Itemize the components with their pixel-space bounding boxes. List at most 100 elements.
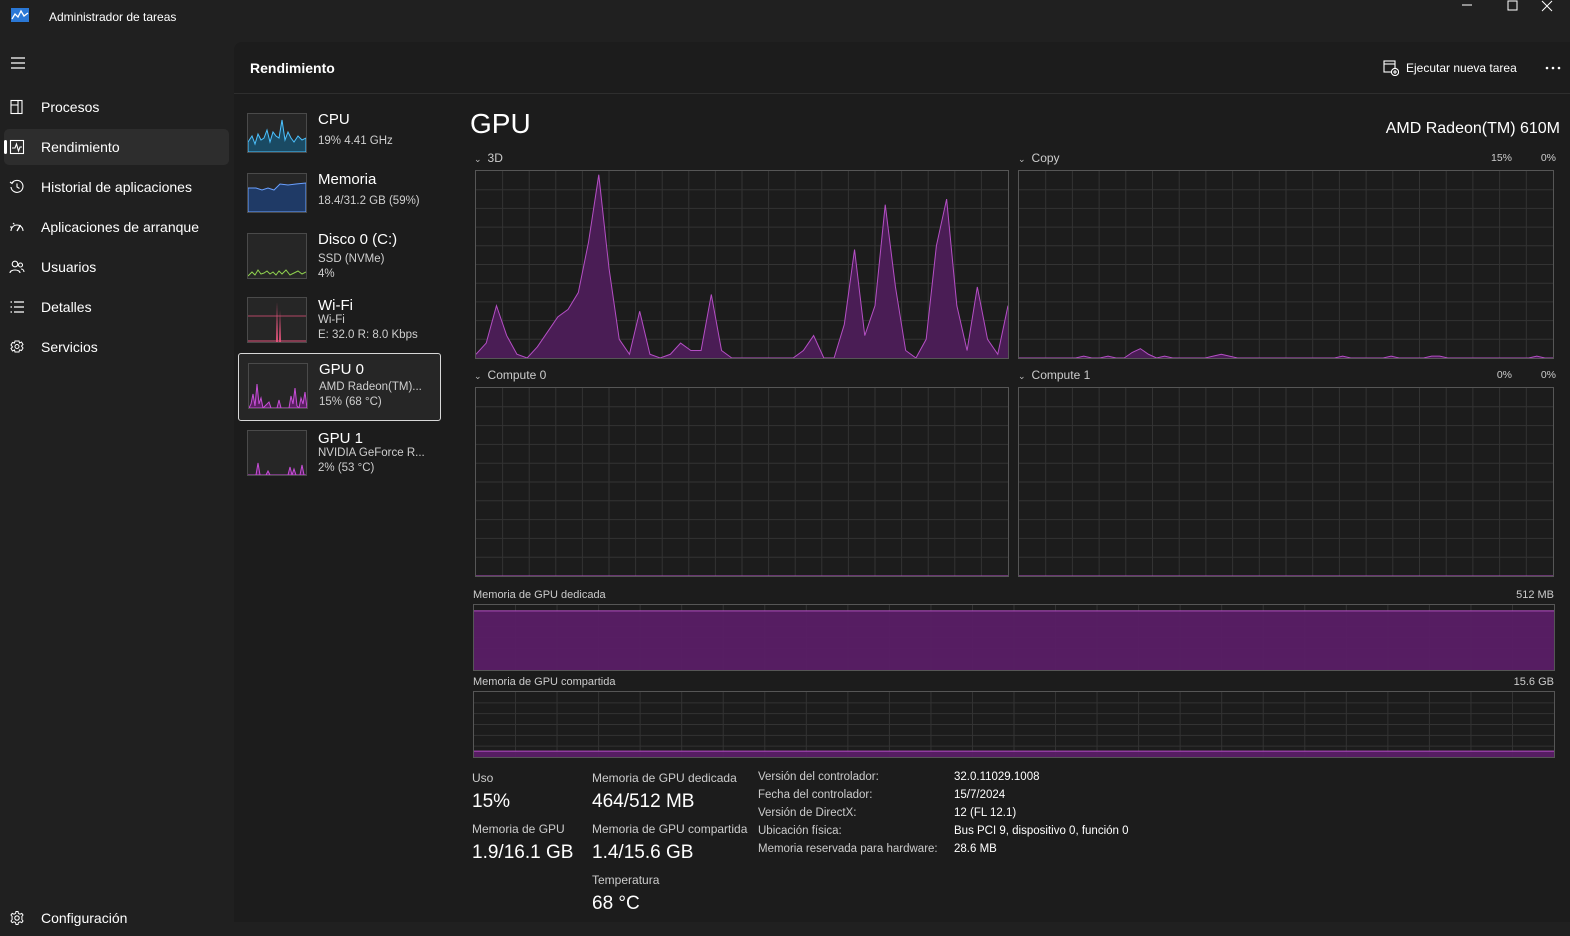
close-button[interactable] — [1524, 0, 1570, 30]
run-task-label: Ejecutar nueva tarea — [1406, 61, 1517, 75]
nav-label-rendimiento: Rendimiento — [41, 139, 120, 155]
nav-label-usuarios: Usuarios — [41, 259, 97, 275]
engine-compute1-pct: 0% — [1540, 369, 1556, 381]
gpu-detail-panel: GPU AMD Radeon(TM) 610M ⌄ 3D 15% ⌄ Copy 0%… — [470, 93, 1570, 922]
info-value-directx: 12 (FL 12.1) — [954, 807, 1017, 819]
perf-sub-gpu0-usage: 15% (68 °C) — [319, 396, 382, 408]
perf-sub-wifi-name: Wi-Fi — [318, 314, 345, 326]
graph-canvas — [1019, 171, 1553, 358]
gpu0-thumbnail-graph — [248, 363, 308, 409]
info-key-reserved: Memoria reservada para hardware: — [758, 843, 938, 855]
stat-value-uso: 15% — [472, 791, 511, 812]
graph-canvas — [474, 605, 1554, 670]
task-manager-icon — [11, 8, 29, 22]
page-header: Rendimiento Ejecutar nueva tarea — [234, 42, 1570, 94]
nav-label-historial: Historial de aplicaciones — [41, 179, 192, 195]
maximize-button[interactable] — [1490, 0, 1536, 30]
graph-canvas — [476, 388, 1008, 576]
info-value-driver-date: 15/7/2024 — [954, 789, 1006, 801]
nav-item-historial[interactable]: Historial de aplicaciones — [4, 169, 229, 205]
nav-item-servicios[interactable]: Servicios — [4, 329, 229, 365]
run-new-task-button[interactable]: Ejecutar nueva tarea — [1380, 56, 1520, 80]
startup-icon — [10, 222, 24, 232]
engine-compute0-label: Compute 0 — [487, 368, 547, 382]
memory-fill — [474, 751, 1554, 757]
chevron-down-icon: ⌄ — [474, 371, 482, 381]
stat-value-compartida: 1.4/15.6 GB — [592, 842, 694, 863]
detail-title: GPU — [470, 108, 531, 139]
perf-sub-gpu1-usage: 2% (53 °C) — [318, 462, 375, 474]
engine-copy-selector[interactable]: ⌄ Copy — [1018, 151, 1060, 165]
history-icon — [9, 179, 24, 193]
engine-3d-selector[interactable]: ⌄ 3D — [474, 151, 503, 165]
nav-item-configuracion[interactable]: Configuración — [4, 900, 229, 936]
perf-title-disco: Disco 0 (C:) — [318, 231, 398, 248]
stat-label-compartida: Memoria de GPU compartida — [592, 822, 748, 836]
chevron-down-icon: ⌄ — [474, 154, 482, 164]
shared-memory-label: Memoria de GPU compartida — [473, 676, 616, 688]
perf-item-gpu0[interactable]: GPU 0 AMD Radeon(TM)... 15% (68 °C) — [238, 353, 441, 421]
nav-label-detalles: Detalles — [41, 299, 92, 315]
run-task-icon — [1383, 60, 1399, 76]
engine-compute0-graph — [475, 387, 1009, 577]
stat-label-uso: Uso — [472, 771, 494, 785]
perf-sub-gpu0-model: AMD Radeon(TM)... — [319, 381, 422, 393]
graph-canvas — [476, 171, 1008, 358]
memory-thumbnail-graph — [247, 173, 307, 213]
disk-thumbnail-graph — [247, 233, 307, 279]
engine-compute1-label: Compute 1 — [1031, 368, 1091, 382]
nav-label-configuracion: Configuración — [41, 910, 128, 926]
minimize-button[interactable] — [1444, 0, 1490, 30]
cpu-thumbnail-graph — [247, 113, 307, 153]
engine-3d-graph — [475, 170, 1009, 359]
perf-title-wifi: Wi-Fi — [318, 297, 353, 314]
nav-item-procesos[interactable]: Procesos — [4, 89, 229, 125]
perf-sub-disco-usage: 4% — [318, 268, 335, 280]
nav-label-arranque: Aplicaciones de arranque — [41, 219, 199, 235]
engine-copy-graph — [1018, 170, 1554, 359]
page-title: Rendimiento — [250, 60, 335, 76]
perf-item-disco[interactable]: Disco 0 (C:) SSD (NVMe) 4% — [238, 224, 441, 290]
hamburger-menu-icon[interactable] — [9, 55, 27, 71]
more-options-button[interactable] — [1540, 56, 1566, 80]
perf-sub-wifi-rate: E: 32.0 R: 8.0 Kbps — [318, 329, 418, 341]
stat-label-memgpu: Memoria de GPU — [472, 822, 565, 836]
graph-canvas — [1019, 388, 1553, 576]
window-title: Administrador de tareas — [49, 10, 177, 24]
shared-memory-max: 15.6 GB — [1513, 676, 1554, 688]
shared-memory-graph — [473, 691, 1555, 758]
perf-title-gpu1: GPU 1 — [318, 430, 364, 447]
wifi-thumbnail-graph — [247, 297, 307, 343]
nav-item-usuarios[interactable]: Usuarios — [4, 249, 229, 285]
close-icon — [1541, 0, 1553, 12]
engine-compute1-selector[interactable]: ⌄ Compute 1 — [1018, 368, 1090, 382]
nav-item-rendimiento[interactable]: Rendimiento — [4, 129, 229, 165]
stat-value-temperatura: 68 °C — [592, 893, 640, 914]
dedicated-memory-max: 512 MB — [1516, 589, 1554, 601]
nav-item-detalles[interactable]: Detalles — [4, 289, 229, 325]
nav-item-arranque[interactable]: Aplicaciones de arranque — [4, 209, 229, 245]
engine-compute0-pct: 0% — [1496, 369, 1512, 381]
more-options-icon — [1545, 66, 1561, 70]
perf-item-memoria[interactable]: Memoria 18.4/31.2 GB (59%) — [238, 164, 441, 230]
engine-compute0-selector[interactable]: ⌄ Compute 0 — [474, 368, 546, 382]
perf-item-wifi[interactable]: Wi-Fi Wi-Fi E: 32.0 R: 8.0 Kbps — [238, 290, 441, 356]
usage-line — [476, 174, 1008, 358]
perf-item-cpu[interactable]: CPU 19% 4.41 GHz — [238, 104, 441, 170]
info-value-reserved: 28.6 MB — [954, 843, 997, 855]
usage-area — [476, 174, 1008, 358]
usage-line — [1019, 348, 1553, 358]
minimize-icon — [1462, 4, 1472, 6]
navigation-pane: Procesos Rendimiento Historial de aplica… — [0, 38, 234, 926]
nav-label-procesos: Procesos — [41, 99, 100, 115]
engine-compute1-graph — [1018, 387, 1554, 577]
users-icon — [9, 260, 25, 274]
perf-item-gpu1[interactable]: GPU 1 NVIDIA GeForce R... 2% (53 °C) — [238, 423, 441, 489]
engine-copy-label: Copy — [1031, 151, 1060, 165]
chevron-down-icon: ⌄ — [1018, 154, 1026, 164]
info-value-location: Bus PCI 9, dispositivo 0, función 0 — [954, 825, 1129, 837]
gpu-device-name: AMD Radeon(TM) 610M — [1385, 120, 1560, 137]
perf-title-cpu: CPU — [318, 111, 350, 128]
perf-sub-disco-type: SSD (NVMe) — [318, 253, 385, 265]
info-key-driver-date: Fecha del controlador: — [758, 789, 873, 801]
